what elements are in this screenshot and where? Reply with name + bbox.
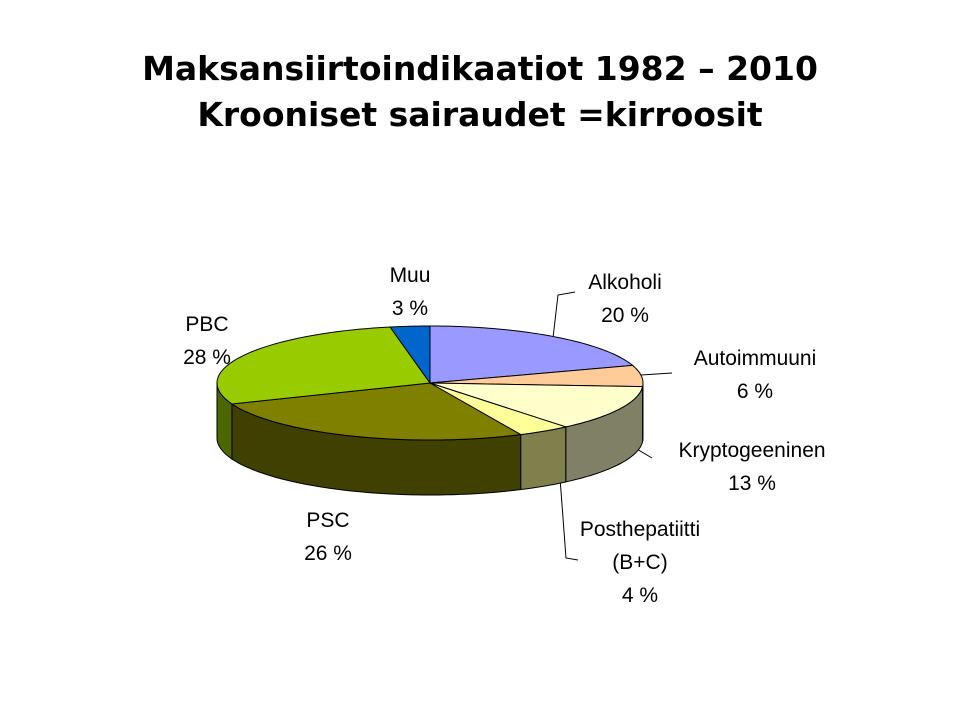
slice (429, 382, 568, 436)
data-label: Kryptogeeninen 13 % (642, 434, 862, 500)
category-label: Kryptogeeninen (678, 439, 826, 462)
value-label: 6 % (736, 380, 774, 403)
leader-line (640, 372, 673, 376)
value-label: 26 % (304, 542, 352, 565)
slice-tops (216, 325, 644, 441)
slice (230, 382, 523, 441)
value-label: 4 % (621, 584, 659, 607)
slice (429, 325, 634, 384)
slice (389, 325, 431, 385)
slice-sides (216, 382, 644, 496)
leader-lines (552, 291, 673, 561)
leader-line (559, 477, 579, 561)
data-label: PSC 26 % (268, 504, 388, 570)
category-label: Posthepatiitti (B+C) (579, 518, 701, 574)
chart-title: Maksansiirtoindikaatiot 1982 – 2010 (142, 49, 818, 88)
slice (429, 364, 644, 388)
value-label: 28 % (183, 346, 231, 369)
category-label: PSC (306, 509, 350, 532)
category-label: PBC (185, 313, 229, 336)
slice-side (520, 426, 567, 491)
data-label: Posthepatiitti (B+C) 4 % (565, 513, 715, 612)
category-label: Alkoholi (588, 271, 662, 294)
value-label: 20 % (601, 304, 649, 327)
data-label: Muu 3 % (350, 259, 470, 325)
value-label: 13 % (728, 472, 776, 495)
data-label: Alkoholi 20 % (525, 266, 725, 332)
slice (216, 326, 431, 405)
chart-subtitle: Krooniset sairaudet =kirroosit (197, 95, 763, 134)
value-label: 3 % (391, 297, 429, 320)
category-label: Muu (389, 264, 431, 287)
data-label: Autoimmuuni 6 % (655, 342, 855, 408)
slice (429, 382, 644, 428)
category-label: Autoimmuuni (693, 347, 817, 370)
leader-line (552, 291, 576, 339)
data-label: PBC 28 % (147, 308, 267, 374)
